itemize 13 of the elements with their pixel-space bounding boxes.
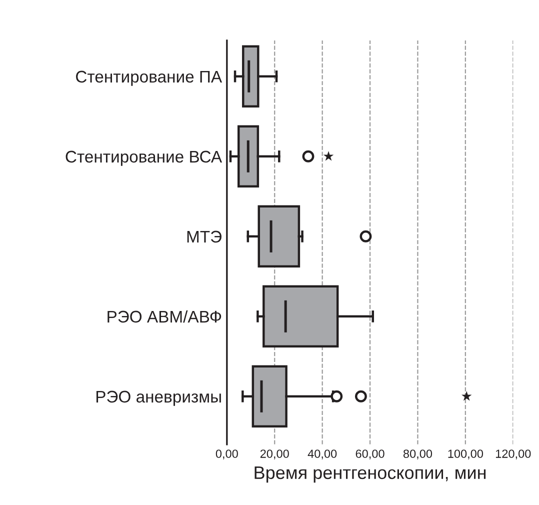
- y-tick-label: МТЭ: [187, 230, 222, 243]
- x-tick-label: 120,00: [496, 450, 531, 460]
- y-tick-label: РЭО АВМ/АВФ: [108, 310, 222, 323]
- x-tick-label: 20,00: [260, 450, 289, 460]
- y-tick-label: РЭО аневризмы: [96, 390, 221, 406]
- y-tick-label: Стентирование ВСА: [66, 150, 222, 166]
- x-tick-label: 0,00: [216, 450, 238, 460]
- x-axis-title: Время рентгеноскопии, мин: [254, 466, 486, 483]
- x-tick-label: 100,00: [448, 450, 484, 460]
- x-tick-label: 80,00: [403, 450, 432, 460]
- x-tick-label: 40,00: [308, 450, 337, 460]
- x-tick-label: 60,00: [356, 450, 384, 460]
- y-tick-label: Стентирование ПА: [76, 70, 222, 86]
